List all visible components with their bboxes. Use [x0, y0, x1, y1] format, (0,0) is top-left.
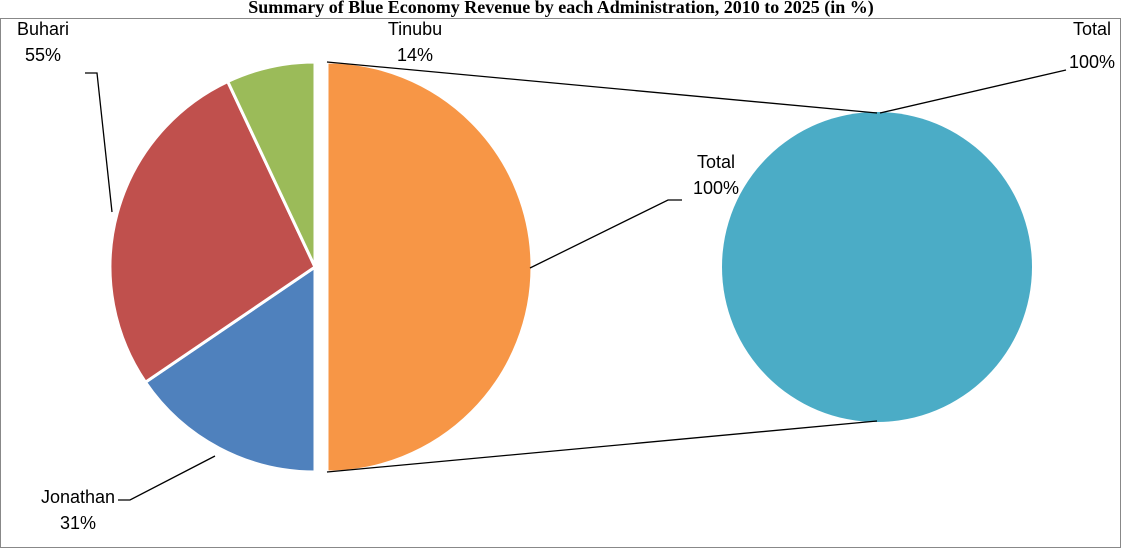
data-label-value: 100%	[1069, 52, 1115, 72]
pie-slice	[225, 60, 317, 268]
data-label-name: Tinubu	[388, 19, 442, 39]
data-label-name: Jonathan	[41, 487, 115, 507]
pie-slice	[108, 79, 317, 385]
leader-line	[85, 72, 113, 213]
connector	[326, 420, 878, 473]
pies	[108, 60, 1032, 474]
data-label-name: Buhari	[17, 19, 69, 39]
data-label-value: 14%	[397, 45, 433, 65]
data-label-value: 55%	[25, 45, 61, 65]
connector	[326, 61, 878, 114]
leader-line	[529, 199, 682, 269]
data-label-name: Total	[697, 152, 735, 172]
data-label-value: 100%	[693, 178, 739, 198]
data-label-value: 31%	[60, 513, 96, 533]
chart-title: Summary of Blue Economy Revenue by each …	[248, 0, 874, 18]
pie-slice	[722, 112, 1032, 422]
data-label-name: Total	[1073, 19, 1111, 39]
leader-line	[118, 455, 216, 501]
pie-slice	[143, 264, 317, 474]
leader-line	[879, 69, 1067, 114]
